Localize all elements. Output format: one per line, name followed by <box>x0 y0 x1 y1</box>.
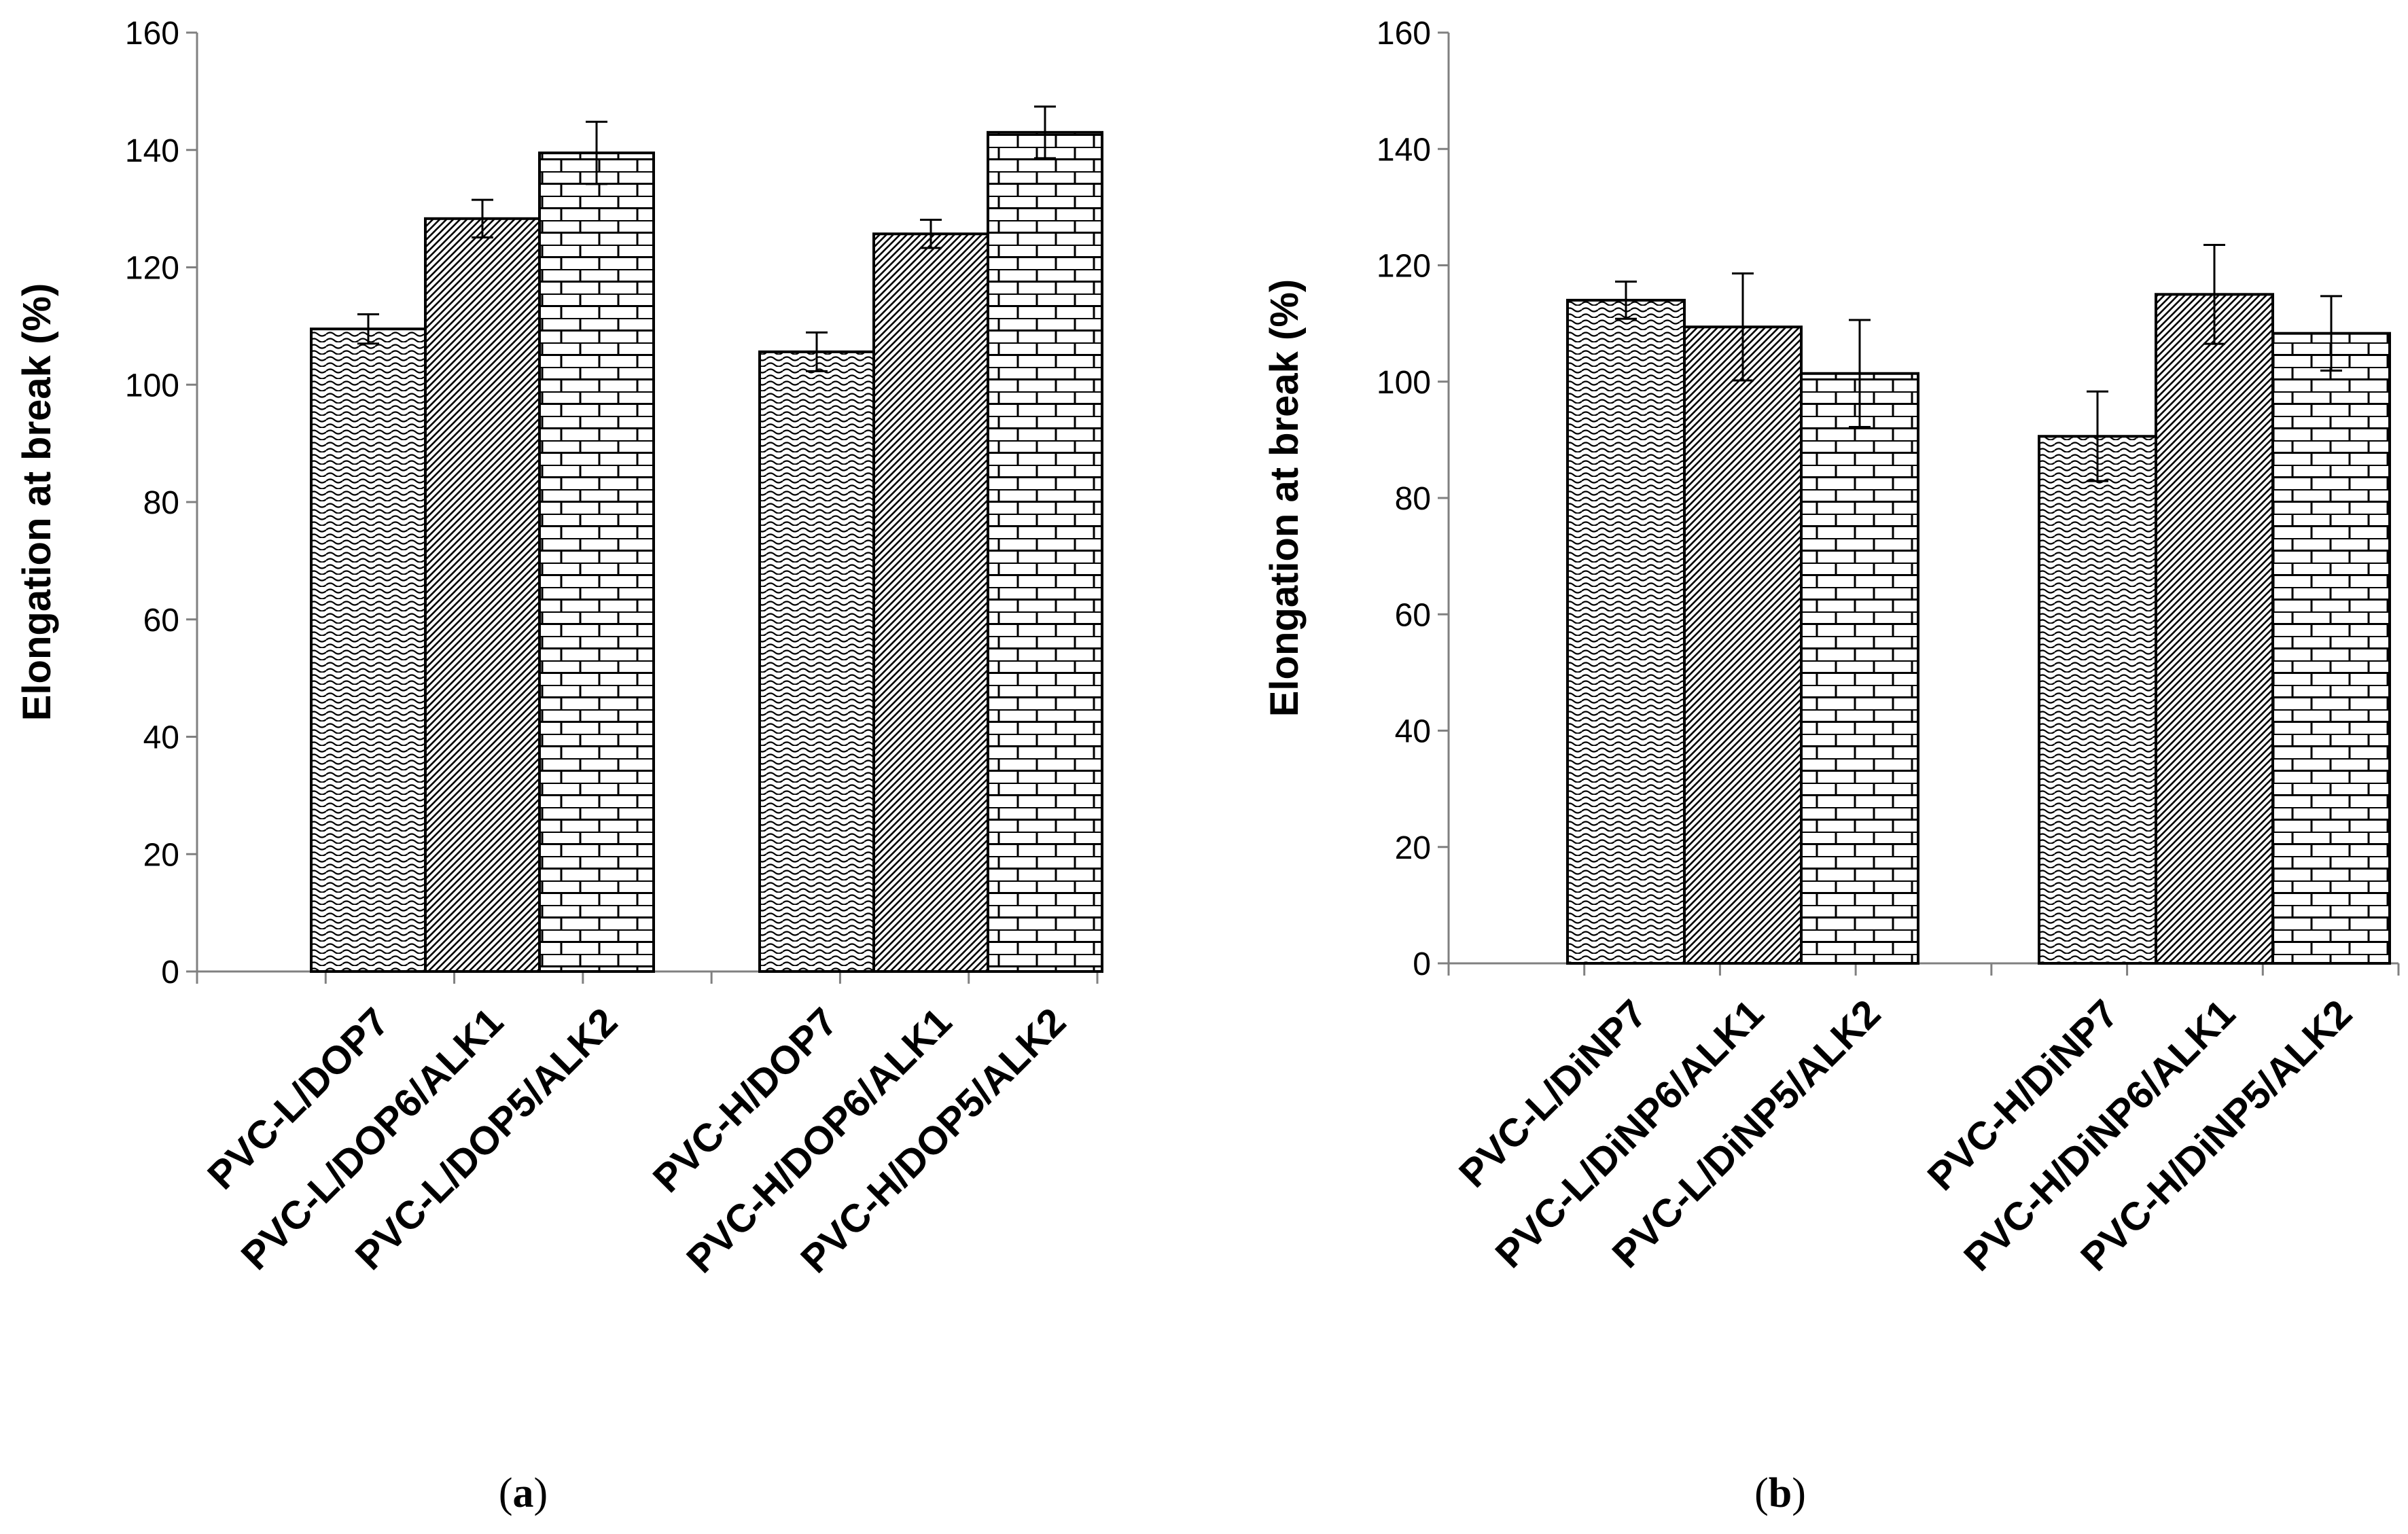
bar <box>758 350 875 973</box>
y-tick-label: 100 <box>1377 365 1431 401</box>
y-tick-label: 0 <box>161 955 179 991</box>
bar <box>310 327 427 974</box>
y-tick-label: 160 <box>125 16 179 52</box>
y-tick-label: 0 <box>1413 946 1431 982</box>
bar <box>538 151 655 974</box>
panel-b-label: (b) <box>1754 1470 1806 1516</box>
y-tick-label: 40 <box>1395 714 1431 750</box>
chart-panel-a: 0 20 40 60 80 100 120 140 160 Elongation at break… <box>15 16 1103 1281</box>
bar <box>987 130 1103 973</box>
panel-a-label: (a) <box>499 1470 548 1516</box>
y-tick-label: 80 <box>143 485 179 521</box>
y-axis-title: Elongation at break (%) <box>1262 279 1307 717</box>
y-tick-label: 100 <box>125 368 179 404</box>
bar <box>2155 293 2274 965</box>
bar <box>2038 435 2157 965</box>
panel-a-letter: a <box>513 1470 534 1516</box>
bar <box>1683 325 1803 965</box>
bar <box>1800 372 1919 965</box>
y-tick-label: 80 <box>1395 481 1431 517</box>
chart-panel-b: 0 20 40 60 80 100 120 140 160 Elongation at break… <box>1262 16 2400 1279</box>
panel-b-letter: b <box>1769 1470 1792 1516</box>
y-tick-label: 160 <box>1377 16 1431 52</box>
y-axis-title: Elongation at break (%) <box>15 283 59 721</box>
bar <box>2271 332 2391 965</box>
bar <box>424 217 541 974</box>
y-tick-label: 20 <box>1395 830 1431 866</box>
bar <box>872 232 989 973</box>
y-tick-label: 140 <box>125 133 179 169</box>
y-tick-label: 20 <box>143 837 179 873</box>
y-tick-label: 120 <box>125 251 179 287</box>
y-tick-label: 40 <box>143 720 179 756</box>
y-tick-label: 120 <box>1377 249 1431 285</box>
y-tick-label: 140 <box>1377 132 1431 168</box>
y-tick-label: 60 <box>1395 597 1431 633</box>
bar <box>1566 298 1686 965</box>
y-tick-label: 60 <box>143 603 179 639</box>
